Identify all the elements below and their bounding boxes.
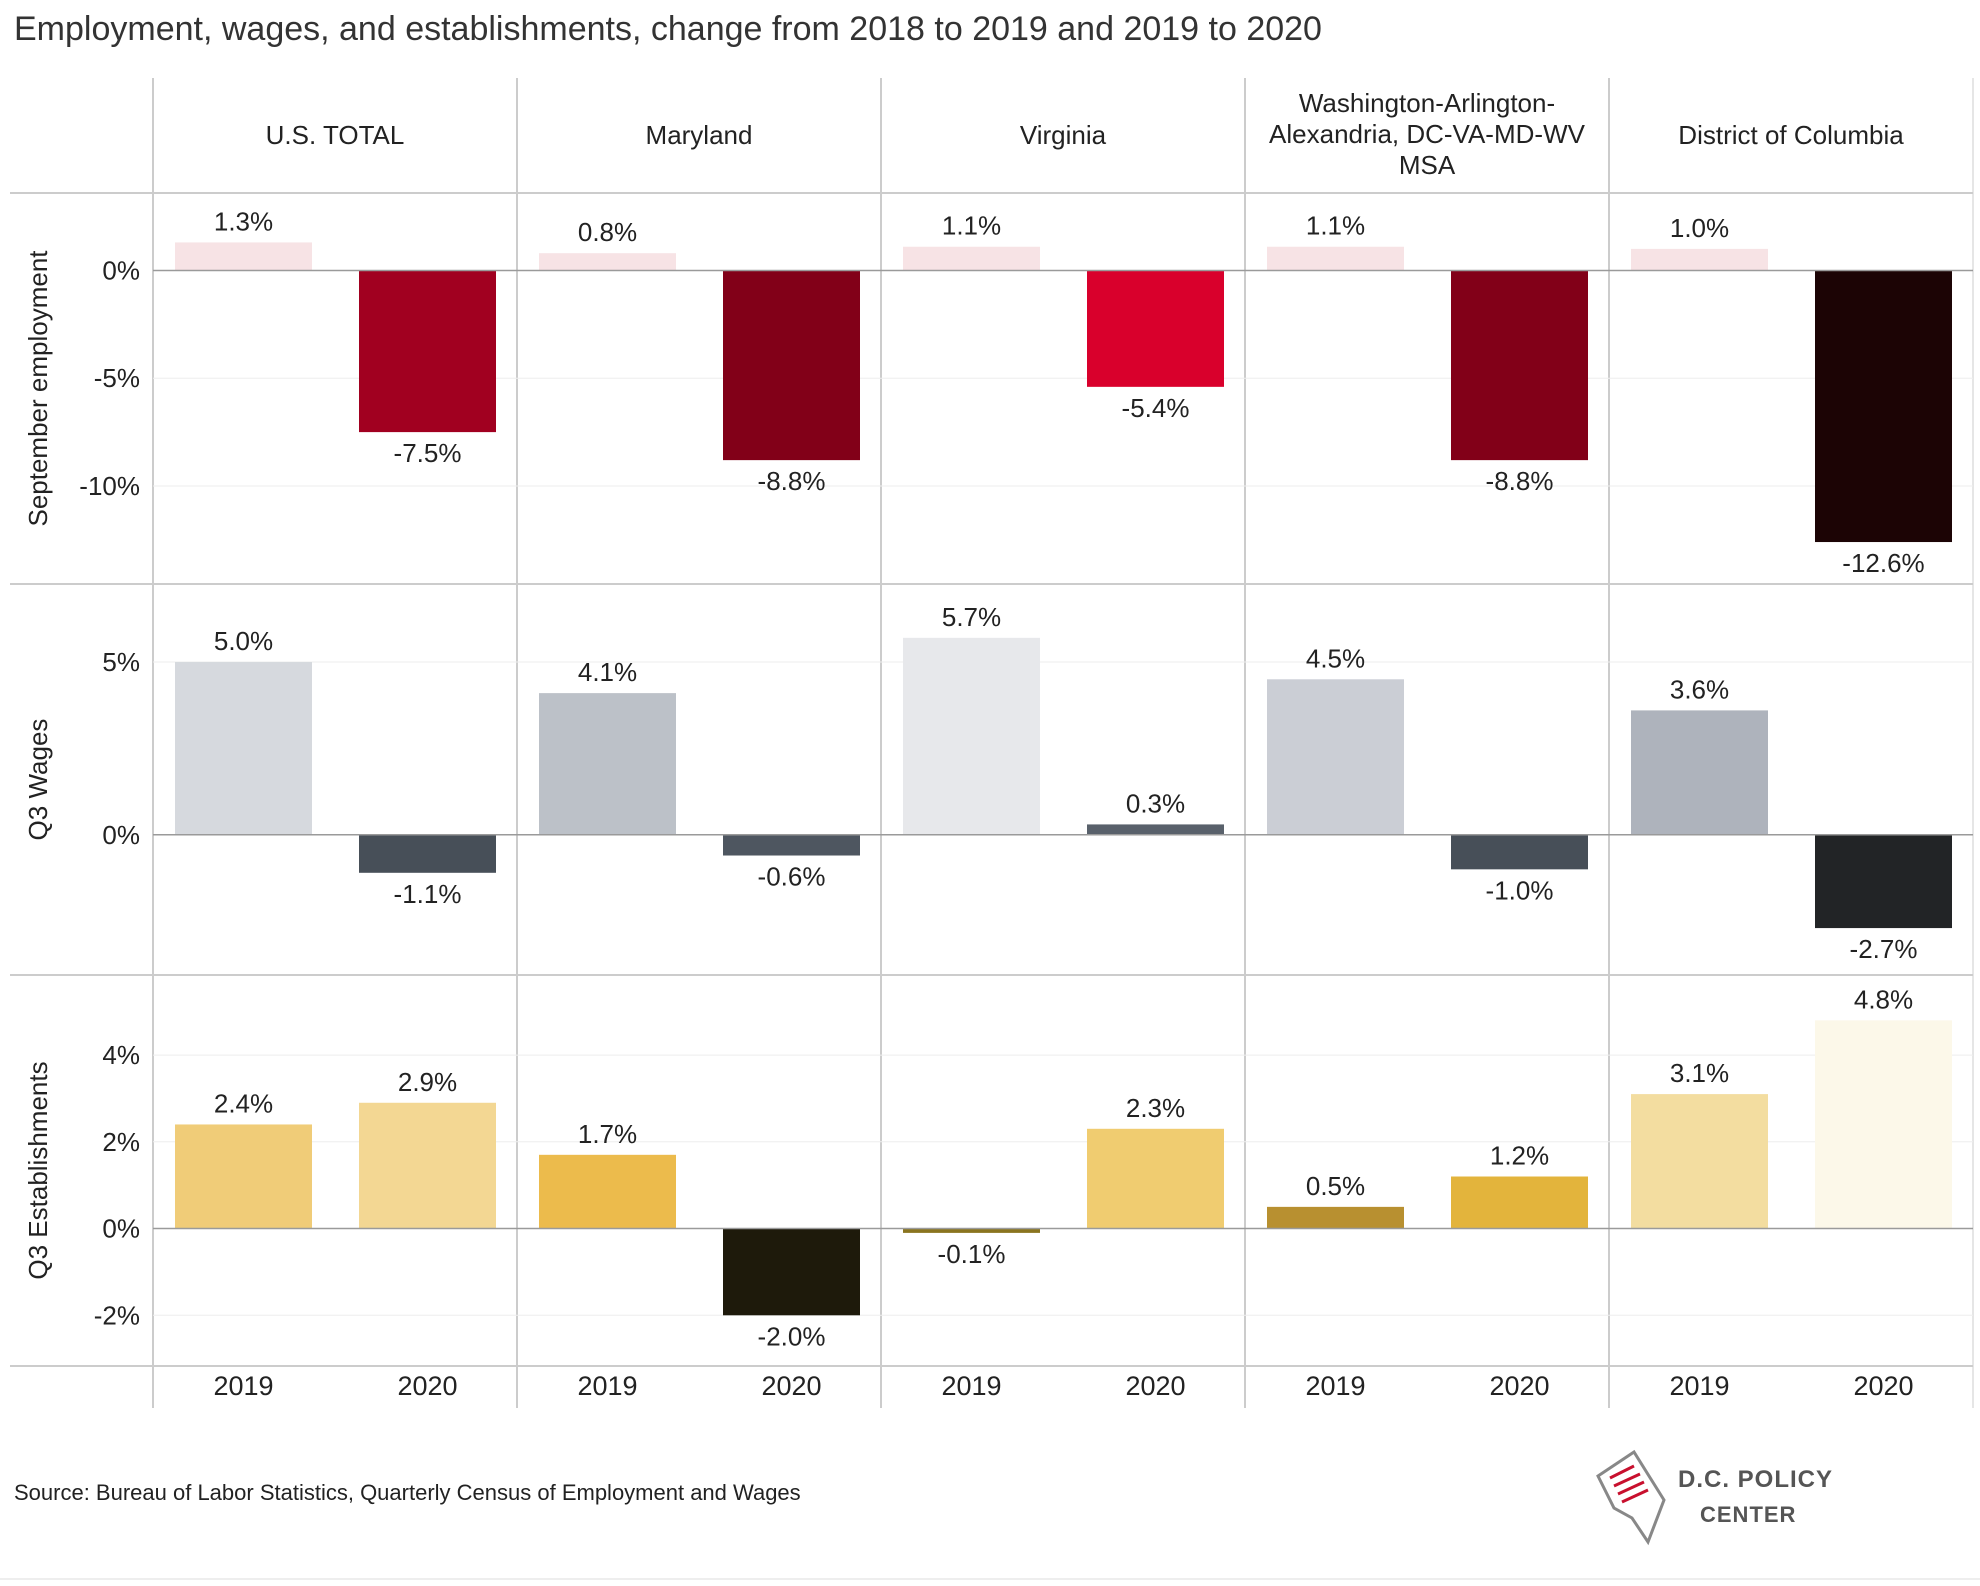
bar (539, 693, 676, 835)
bar-value-label: 0.8% (578, 217, 637, 247)
bar-value-label: -2.7% (1850, 934, 1918, 964)
y-tick-label: 5% (102, 647, 140, 677)
x-tick-label: 2020 (1853, 1371, 1913, 1401)
bar-value-label: 2.9% (398, 1067, 457, 1097)
column-header: Virginia (1020, 120, 1107, 150)
bar-value-label: 1.1% (942, 211, 1001, 241)
small-multiples-bar-chart: U.S. TOTAL Maryland Virginia Washington-Arl… (10, 78, 1974, 1408)
bar (1267, 1206, 1404, 1229)
bar-value-label: -0.1% (938, 1239, 1006, 1269)
column-header: Maryland (646, 120, 753, 150)
bar (1087, 270, 1224, 387)
bar (175, 662, 312, 835)
bar-value-label: 2.4% (214, 1088, 273, 1118)
x-tick-label: 2020 (1125, 1371, 1185, 1401)
bar-value-label: -5.4% (1122, 393, 1190, 423)
x-tick-label: 2019 (941, 1371, 1001, 1401)
bar (1815, 270, 1952, 543)
bar (1267, 246, 1404, 271)
row-label: Q3 Wages (23, 719, 53, 841)
bar-value-label: 4.5% (1306, 643, 1365, 673)
x-tick-label: 2019 (577, 1371, 637, 1401)
bar-value-label: 5.7% (942, 602, 1001, 632)
bar-value-label: 4.1% (578, 657, 637, 687)
bar-value-label: 3.6% (1670, 674, 1729, 704)
bar (1087, 1128, 1224, 1229)
bar-value-label: -0.6% (758, 862, 826, 892)
row-label: Q3 Establishments (23, 1061, 53, 1279)
source-note: Source: Bureau of Labor Statistics, Quar… (14, 1480, 801, 1505)
bar-value-label: 1.7% (578, 1119, 637, 1149)
bar-value-label: 1.1% (1306, 211, 1365, 241)
bar-value-label: -8.8% (1486, 466, 1554, 496)
bar (1451, 834, 1588, 870)
bar-value-label: -2.0% (758, 1321, 826, 1351)
x-tick-label: 2020 (397, 1371, 457, 1401)
bar (723, 1228, 860, 1316)
bottom-rule (0, 1578, 1980, 1580)
y-tick-label: 2% (102, 1127, 140, 1157)
column-header: Washington-Arlington-Alexandria, DC-VA-M… (1269, 88, 1586, 180)
logo-text-line2: CENTER (1700, 1502, 1797, 1527)
bar (1815, 834, 1952, 929)
bar (723, 834, 860, 856)
bar (359, 1102, 496, 1229)
bar-value-label: 1.3% (214, 206, 273, 236)
x-tick-label: 2019 (1305, 1371, 1365, 1401)
bar-value-label: 5.0% (214, 626, 273, 656)
bar (1631, 1094, 1768, 1229)
chart-title: Employment, wages, and establishments, c… (14, 10, 1322, 48)
bar-value-label: -8.8% (758, 466, 826, 496)
x-tick-label: 2020 (1489, 1371, 1549, 1401)
bar (175, 242, 312, 271)
dc-map-icon (1596, 1449, 1666, 1546)
column-header: U.S. TOTAL (266, 120, 405, 150)
column-header: District of Columbia (1678, 120, 1904, 150)
bar (1451, 270, 1588, 461)
bar (359, 834, 496, 873)
bar (903, 1228, 1040, 1233)
bar (1631, 710, 1768, 835)
logo-text-line1: D.C. POLICY (1678, 1466, 1834, 1493)
bar-value-label: 4.8% (1854, 984, 1913, 1014)
x-tick-label: 2019 (213, 1371, 273, 1401)
bar (1631, 248, 1768, 271)
bar-value-label: 1.0% (1670, 213, 1729, 243)
bar (1815, 1020, 1952, 1229)
y-tick-label: 0% (102, 820, 140, 850)
y-tick-label: -5% (94, 363, 140, 393)
dc-policy-center-logo: D.C. POLICY CENTER (1588, 1448, 1832, 1548)
y-tick-label: -2% (94, 1300, 140, 1330)
bar (1087, 824, 1224, 835)
bar-value-label: -7.5% (394, 438, 462, 468)
row-label: September employment (23, 250, 53, 527)
bar-value-label: 0.3% (1126, 788, 1185, 818)
bar (175, 1124, 312, 1229)
bar (1267, 679, 1404, 835)
y-tick-label: 4% (102, 1040, 140, 1070)
bar (1451, 1176, 1588, 1229)
x-tick-label: 2019 (1669, 1371, 1729, 1401)
bar (539, 1154, 676, 1229)
bar (903, 637, 1040, 835)
bar-value-label: -1.1% (394, 879, 462, 909)
bar-value-label: 0.5% (1306, 1171, 1365, 1201)
y-tick-label: 0% (102, 1214, 140, 1244)
bar-value-label: -1.0% (1486, 875, 1554, 905)
bar-value-label: 3.1% (1670, 1058, 1729, 1088)
bar-value-label: 2.3% (1126, 1093, 1185, 1123)
bar-value-label: 1.2% (1490, 1141, 1549, 1171)
y-tick-label: 0% (102, 255, 140, 285)
bar (723, 270, 860, 461)
bar (539, 253, 676, 271)
bar (359, 270, 496, 433)
y-tick-label: -10% (79, 471, 140, 501)
bar (903, 246, 1040, 271)
x-tick-label: 2020 (761, 1371, 821, 1401)
bar-value-label: -12.6% (1842, 548, 1924, 578)
